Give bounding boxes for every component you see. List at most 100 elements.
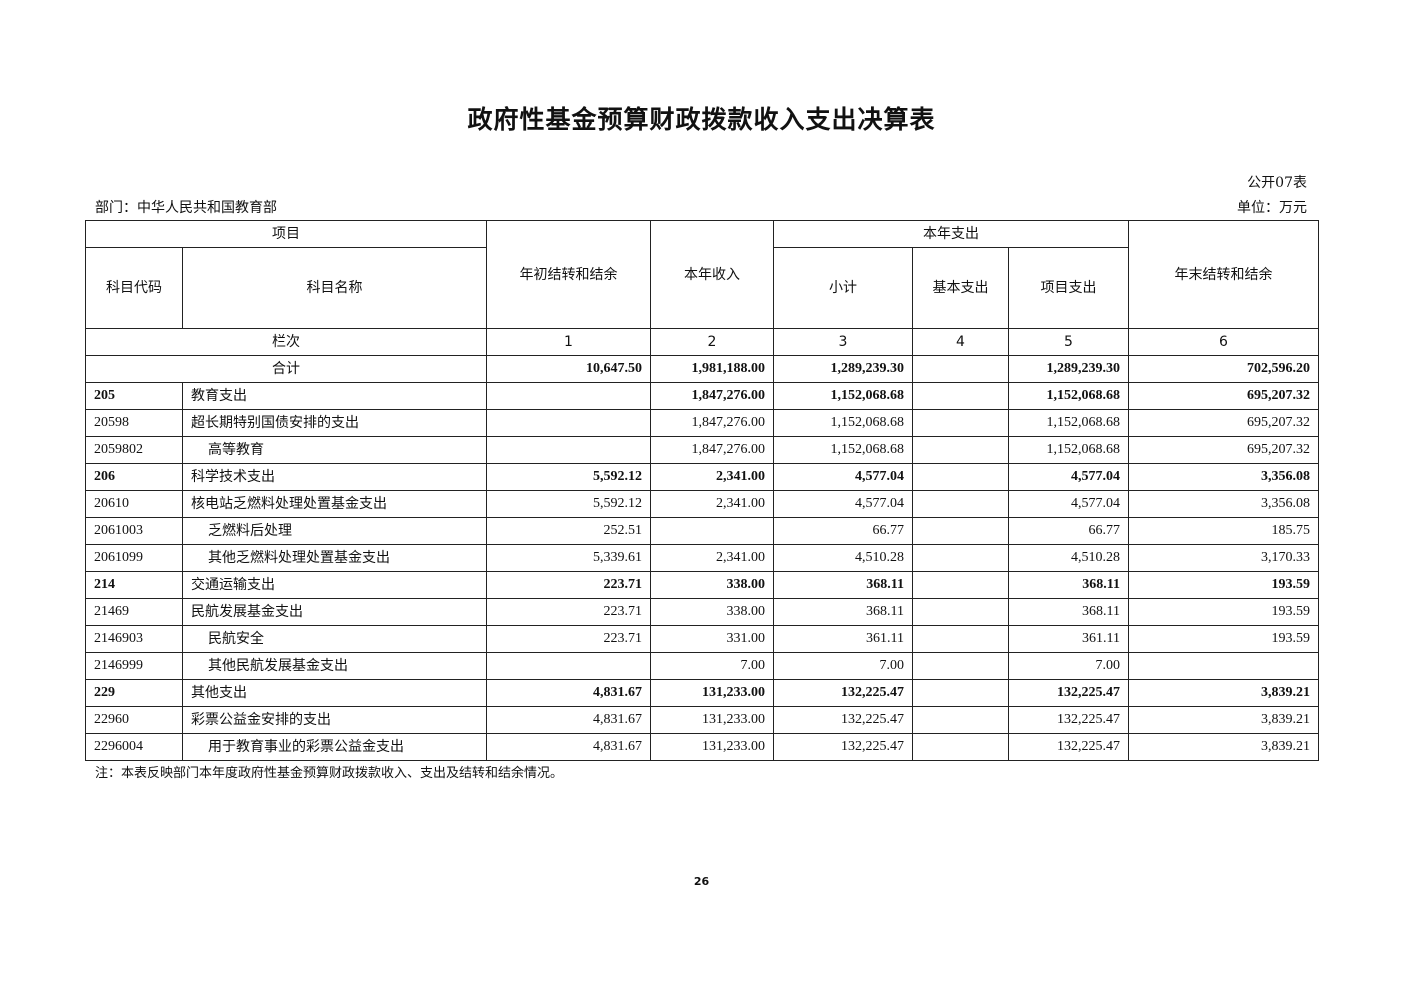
cell: 368.11 [1007, 571, 1130, 599]
cell: 131,233.00 [650, 679, 774, 707]
cell: 132,225.47 [773, 706, 913, 734]
column-no-label: 栏次 [85, 328, 487, 356]
cell: 193.59 [1128, 625, 1320, 653]
cell: 1,152,068.68 [1007, 409, 1130, 437]
cell: 3,356.08 [1128, 490, 1320, 518]
cell [912, 598, 1009, 626]
page-number: 26 [693, 875, 710, 888]
cell: 368.11 [1007, 598, 1130, 626]
cell: 361.11 [1007, 625, 1130, 653]
subject-name: 核电站乏燃料处理处置基金支出 [182, 490, 487, 518]
header-subtotal: 小计 [773, 247, 913, 329]
cell: 3,356.08 [1128, 463, 1320, 491]
table-row: 22960 彩票公益金安排的支出 4,831.67 131,233.00 132,225… [85, 706, 1320, 734]
unit-label: 单位：万元 [1237, 200, 1307, 216]
subject-code: 2061099 [85, 544, 183, 572]
column-no: 5 [1007, 328, 1130, 356]
budget-table: 项目 年初结转和结余 本年收入 本年支出 年末结转和结余 科目代码 科目名称 小… [85, 220, 1320, 761]
cell [486, 652, 651, 680]
cell: 3,839.21 [1128, 679, 1320, 707]
cell [912, 733, 1009, 761]
cell: 1,981,188.00 [650, 355, 774, 383]
header-project: 项目支出 [1007, 247, 1130, 329]
column-number-row: 栏次 1 2 3 4 5 6 [85, 328, 1320, 356]
cell [912, 382, 1009, 410]
table-row: 20610 核电站乏燃料处理处置基金支出 5,592.12 2,341.00 4,577… [85, 490, 1320, 518]
header-item: 项目 [85, 220, 487, 248]
cell: 132,225.47 [1007, 679, 1130, 707]
footnote: 注：本表反映部门本年度政府性基金预算财政拨款收入、支出及结转和结余情况。 [95, 766, 564, 781]
cell: 4,510.28 [1007, 544, 1130, 572]
table-row: 2059802 高等教育 1,847,276.00 1,152,068.68 1,152… [85, 436, 1320, 464]
subject-code: 20610 [85, 490, 183, 518]
cell: 3,839.21 [1128, 706, 1320, 734]
subject-name: 教育支出 [182, 382, 487, 410]
subject-name: 民航发展基金支出 [182, 598, 487, 626]
header-row: 科目代码 科目名称 小计 基本支出 项目支出 [85, 247, 1319, 329]
subject-code: 206 [85, 463, 183, 491]
cell: 5,592.12 [486, 463, 651, 491]
cell: 4,577.04 [773, 490, 913, 518]
cell: 131,233.00 [650, 733, 774, 761]
table-row: 2061003 乏燃料后处理 252.51 66.77 66.77 185.75 [85, 517, 1320, 545]
column-no: 1 [486, 328, 651, 356]
table-row: 206 科学技术支出 5,592.12 2,341.00 4,577.04 4,577.0… [85, 463, 1320, 491]
cell: 4,831.67 [486, 733, 651, 761]
column-no: 2 [650, 328, 774, 356]
table-row: 21469 民航发展基金支出 223.71 338.00 368.11 368.11 193… [85, 598, 1320, 626]
cell: 7.00 [1007, 652, 1130, 680]
subject-code: 2059802 [85, 436, 183, 464]
subject-name: 科学技术支出 [182, 463, 487, 491]
cell: 5,339.61 [486, 544, 651, 572]
header-name: 科目名称 [182, 247, 487, 329]
cell: 4,510.28 [773, 544, 913, 572]
cell: 4,831.67 [486, 706, 651, 734]
cell [912, 706, 1009, 734]
cell: 1,847,276.00 [650, 382, 774, 410]
table-row: 20598 超长期特别国债安排的支出 1,847,276.00 1,152,068.6… [85, 409, 1320, 437]
table-row: 2061099 其他乏燃料处理处置基金支出 5,339.61 2,341.00 4,51… [85, 544, 1320, 572]
subject-name: 彩票公益金安排的支出 [182, 706, 487, 734]
cell [912, 355, 1009, 383]
subject-code: 214 [85, 571, 183, 599]
subject-code: 205 [85, 382, 183, 410]
cell: 368.11 [773, 598, 913, 626]
subject-name: 乏燃料后处理 [182, 517, 487, 545]
cell: 132,225.47 [773, 733, 913, 761]
cell: 193.59 [1128, 598, 1320, 626]
table-row: 229 其他支出 4,831.67 131,233.00 132,225.47 132,2… [85, 679, 1320, 707]
cell: 1,152,068.68 [773, 409, 913, 437]
subject-code: 20598 [85, 409, 183, 437]
cell: 1,847,276.00 [650, 436, 774, 464]
cell: 1,289,239.30 [1007, 355, 1130, 383]
cell: 3,839.21 [1128, 733, 1320, 761]
cell [912, 544, 1009, 572]
cell: 1,152,068.68 [1007, 436, 1130, 464]
total-row: 合计 10,647.50 1,981,188.00 1,289,239.30 1… [85, 355, 1320, 383]
total-label: 合计 [85, 355, 487, 383]
header-opening: 年初结转和结余 [486, 220, 651, 329]
table-number: 公开07表 [1247, 175, 1307, 191]
cell: 2,341.00 [650, 463, 774, 491]
cell [912, 436, 1009, 464]
cell [1128, 652, 1320, 680]
cell: 3,170.33 [1128, 544, 1320, 572]
table-row: 2146903 民航安全 223.71 331.00 361.11 361.11 193.5… [85, 625, 1320, 653]
cell: 1,289,239.30 [773, 355, 913, 383]
header-code: 科目代码 [85, 247, 183, 329]
cell: 193.59 [1128, 571, 1320, 599]
subject-name: 其他民航发展基金支出 [182, 652, 487, 680]
cell: 2,341.00 [650, 490, 774, 518]
cell: 223.71 [486, 571, 651, 599]
cell: 132,225.47 [773, 679, 913, 707]
cell [650, 517, 774, 545]
column-no: 3 [773, 328, 913, 356]
cell: 361.11 [773, 625, 913, 653]
cell: 695,207.32 [1128, 436, 1320, 464]
cell: 1,152,068.68 [773, 382, 913, 410]
cell: 7.00 [773, 652, 913, 680]
subject-name: 民航安全 [182, 625, 487, 653]
subject-code: 2146903 [85, 625, 183, 653]
cell: 338.00 [650, 598, 774, 626]
cell: 331.00 [650, 625, 774, 653]
